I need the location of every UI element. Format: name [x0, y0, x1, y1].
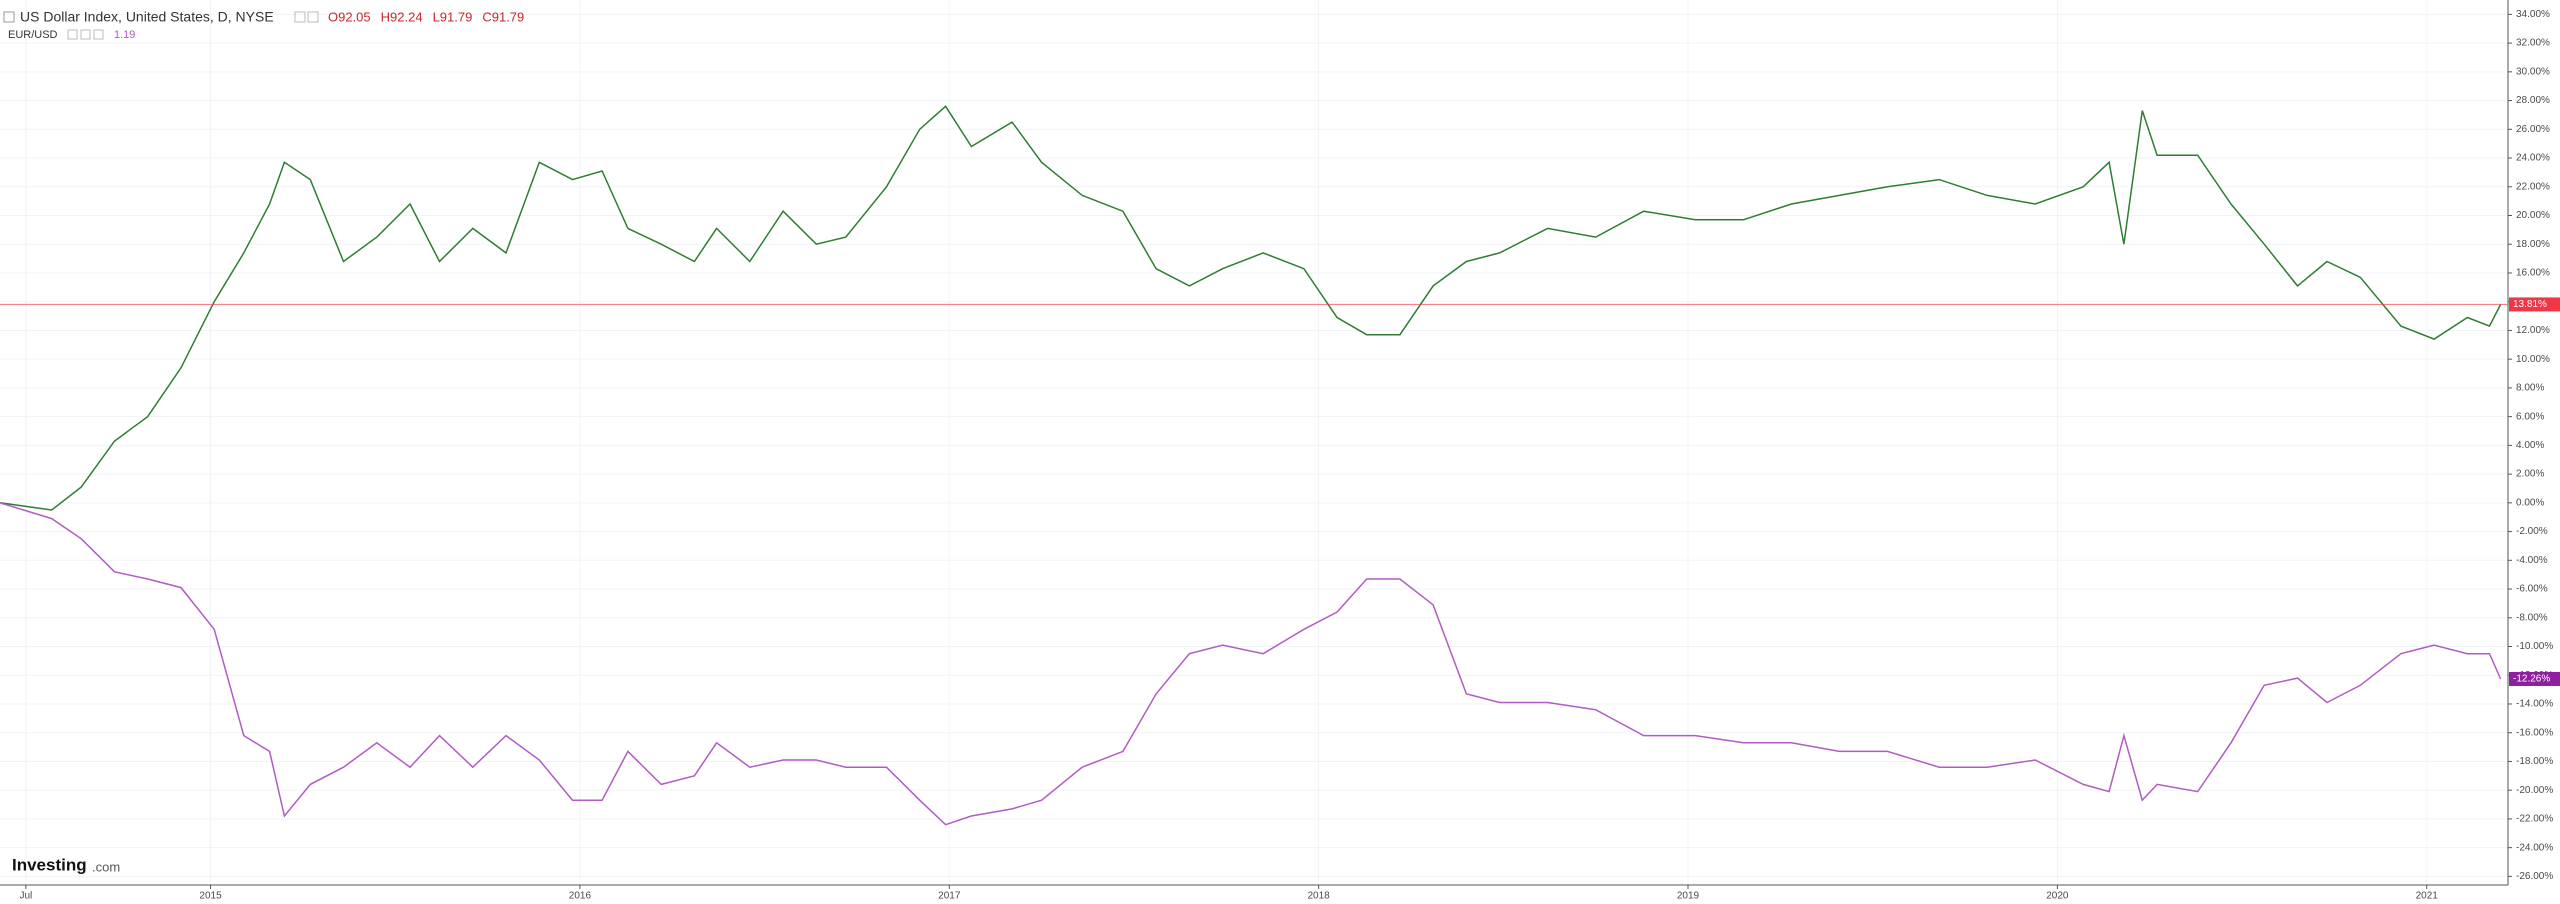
y-tick-label: -8.00%	[2516, 612, 2548, 623]
y-tick-label: 20.00%	[2516, 210, 2550, 221]
y-tick-label: 32.00%	[2516, 38, 2550, 49]
y-tick-label: -10.00%	[2516, 641, 2553, 652]
last-value-label: 13.81%	[2513, 299, 2547, 310]
x-tick-label: 2016	[569, 891, 592, 902]
y-tick-label: 2.00%	[2516, 469, 2544, 480]
logo: Investing	[12, 855, 87, 874]
y-tick-label: 18.00%	[2516, 239, 2550, 250]
ohlc-value: C91.79	[482, 9, 524, 24]
main-series-title: US Dollar Index, United States, D, NYSE	[20, 9, 274, 25]
settings-icon[interactable]	[294, 11, 306, 23]
y-tick-label: 0.00%	[2516, 497, 2544, 508]
y-tick-label: -6.00%	[2516, 584, 2548, 595]
series-line	[0, 502, 2502, 826]
y-tick-label: -18.00%	[2516, 756, 2553, 767]
y-tick-label: 34.00%	[2516, 9, 2550, 20]
y-tick-label: 8.00%	[2516, 383, 2544, 394]
x-tick-label: 2020	[2046, 891, 2069, 902]
y-tick-label: -2.00%	[2516, 526, 2548, 537]
y-tick-label: -22.00%	[2516, 814, 2553, 825]
y-tick-label: 28.00%	[2516, 95, 2550, 106]
compare-series-title: EUR/USD	[8, 29, 58, 41]
logo-suffix: .com	[92, 859, 120, 874]
y-tick-label: 4.00%	[2516, 440, 2544, 451]
x-tick-label: 2018	[1308, 891, 1331, 902]
series-line	[0, 105, 2502, 511]
x-tick-label: 2017	[938, 891, 961, 902]
x-tick-label: 2015	[199, 891, 222, 902]
ohlc-value: L91.79	[433, 9, 473, 24]
y-tick-label: 10.00%	[2516, 354, 2550, 365]
last-value-label: -12.26%	[2513, 674, 2550, 685]
x-tick-label: Jul	[19, 891, 32, 902]
ohlc-value: H92.24	[381, 9, 423, 24]
ohlc: O92.05 H92.24 L91.79 C91.79	[328, 9, 524, 24]
axis-labels: -26.00% -24.00% -22.00% -20.00% -18.00% -16.0…	[19, 9, 2560, 902]
last-value-box	[2509, 297, 2560, 312]
ohlc-value: O92.05	[328, 9, 371, 24]
y-tick-label: -16.00%	[2516, 727, 2553, 738]
y-tick-label: 30.00%	[2516, 66, 2550, 77]
y-tick-label: 26.00%	[2516, 124, 2550, 135]
y-tick-label: -20.00%	[2516, 785, 2553, 796]
plot	[0, 105, 2508, 826]
last-value-box	[2509, 671, 2560, 686]
y-tick-label: -24.00%	[2516, 842, 2553, 853]
x-tick-label: 2019	[1677, 891, 1700, 902]
y-tick-label: 16.00%	[2516, 268, 2550, 279]
y-tick-label: 6.00%	[2516, 411, 2544, 422]
collapse-icon[interactable]	[3, 11, 15, 23]
y-tick-label: -14.00%	[2516, 699, 2553, 710]
hide-icon[interactable]	[80, 29, 91, 40]
x-tick-label: 2021	[2416, 891, 2439, 902]
close-icon[interactable]	[307, 11, 319, 23]
y-tick-label: -4.00%	[2516, 555, 2548, 566]
y-tick-label: 24.00%	[2516, 153, 2550, 164]
settings-icon[interactable]	[67, 29, 78, 40]
close-icon[interactable]	[93, 29, 104, 40]
y-tick-label: 22.00%	[2516, 181, 2550, 192]
compare-value: 1.19	[114, 29, 135, 41]
y-tick-label: 12.00%	[2516, 325, 2550, 336]
grid	[0, 0, 2508, 885]
y-tick-label: -26.00%	[2516, 871, 2553, 882]
